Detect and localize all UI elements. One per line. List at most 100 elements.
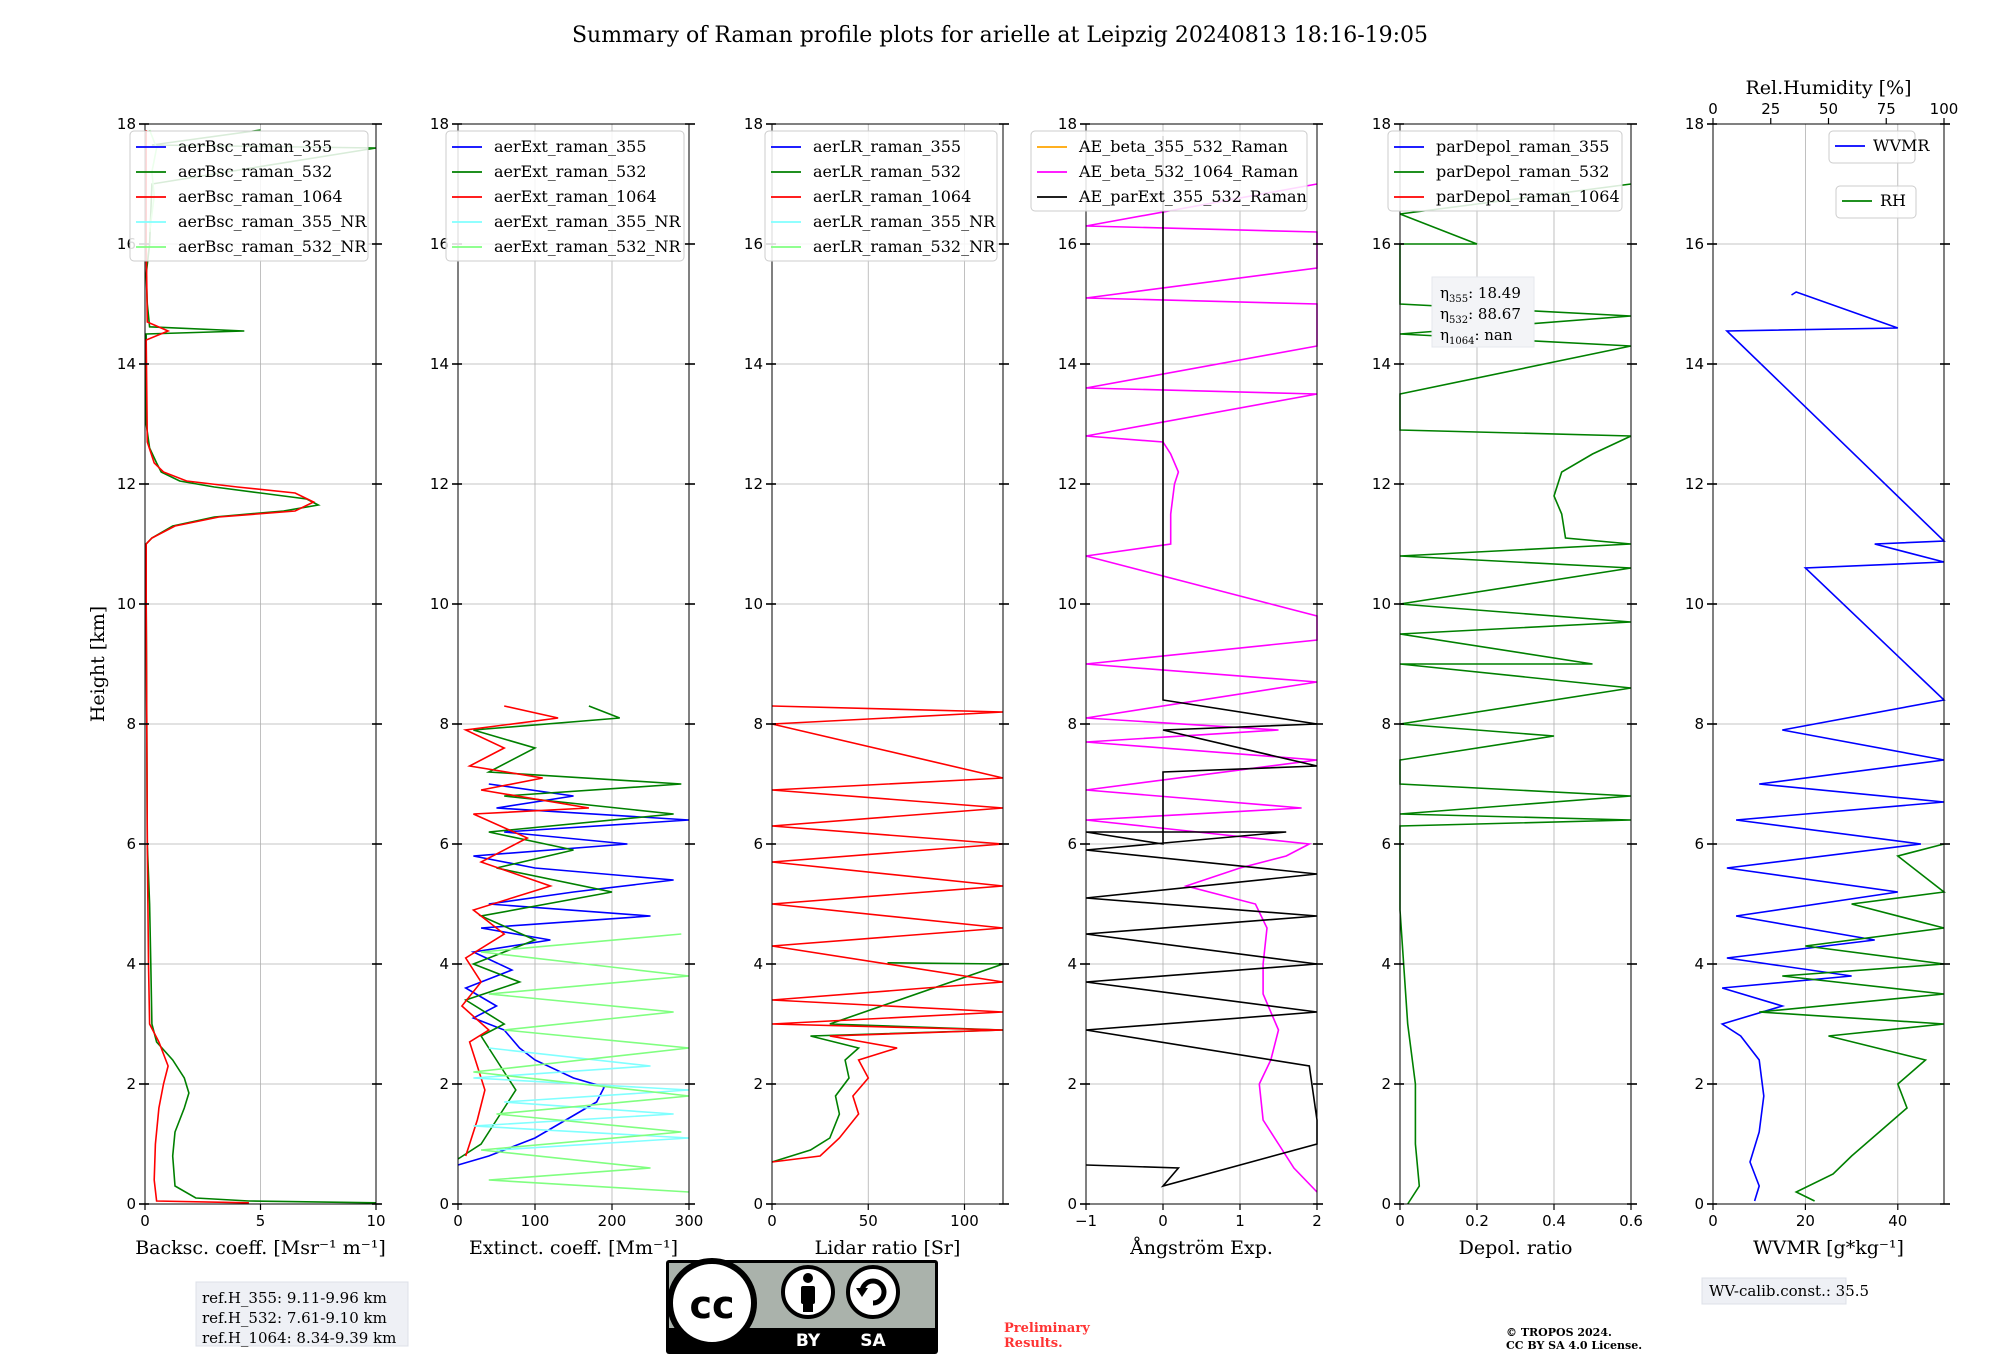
- y-tick-label: 14: [430, 355, 449, 373]
- copyright-line-1: © TROPOS 2024.: [1506, 1326, 1612, 1339]
- sa-label: SA: [860, 1331, 886, 1351]
- legend-box: [1030, 130, 1308, 212]
- y-tick-label: 10: [1685, 595, 1704, 613]
- series-group: [145, 129, 377, 1204]
- y-tick-label: 10: [117, 595, 136, 613]
- legend-entry: aerLR_raman_355: [813, 137, 961, 156]
- y-tick-label: 2: [439, 1075, 449, 1093]
- series-aerExt_raman_355_NR: [473, 1047, 690, 1151]
- y-tick-label: 8: [126, 715, 136, 733]
- y-axis-label: Height [km]: [87, 606, 109, 722]
- series-aerBsc_raman_1064: [145, 130, 316, 1204]
- x-tick-label: 0: [767, 1212, 777, 1230]
- x-tick-label: 0.4: [1542, 1212, 1566, 1230]
- x-top-tick-label: 0: [1708, 100, 1718, 118]
- x-tick-label: 100: [950, 1212, 979, 1230]
- grid: [144, 123, 377, 1205]
- x-tick-label: 0: [140, 1212, 150, 1230]
- y-tick-label: 4: [753, 955, 763, 973]
- y-tick-label: 4: [1694, 955, 1704, 973]
- legend-entry: aerLR_raman_532: [813, 162, 961, 181]
- y-tick-label: 8: [439, 715, 449, 733]
- x-tick-label: 5: [256, 1212, 266, 1230]
- x-top-tick-label: 75: [1877, 100, 1896, 118]
- x-tick-label: 10: [366, 1212, 385, 1230]
- y-tick-label: 16: [1685, 235, 1704, 253]
- x-tick-label: −1: [1075, 1212, 1097, 1230]
- y-tick-label: 4: [126, 955, 136, 973]
- y-tick-label: 8: [1067, 715, 1077, 733]
- x-tick-label: 200: [598, 1212, 627, 1230]
- y-tick-label: 6: [126, 835, 136, 853]
- eta-box: η355: 18.49 η532: 88.67 η1064: nan: [1431, 276, 1535, 348]
- y-tick-label: 16: [1372, 235, 1391, 253]
- legend-box: [1835, 185, 1917, 219]
- y-tick-label: 10: [1058, 595, 1077, 613]
- panel-2: 0 2 4 6 8 10 12 14 16 18 0 100 200 300 Extinct. coeff.…: [430, 115, 703, 1259]
- legend-entry: aerLR_raman_532_NR: [813, 237, 996, 256]
- y-tick-label: 14: [1685, 355, 1704, 373]
- legend-entry: aerLR_raman_355_NR: [813, 212, 996, 231]
- eta-1064: η1064: nan: [1440, 326, 1513, 347]
- y-tick-label: 12: [744, 475, 763, 493]
- legend-entry: RH: [1880, 191, 1906, 210]
- series-aerLR_raman_1064: [771, 705, 1004, 1163]
- legend-entry: parDepol_raman_1064: [1436, 187, 1620, 206]
- x-axis-label: Depol. ratio: [1459, 1237, 1573, 1259]
- legend-entry: AE_parExt_355_532_Raman: [1078, 187, 1307, 206]
- grid: [1085, 123, 1318, 1205]
- axes-frame: [457, 123, 690, 1205]
- x-tick-label: 20: [1796, 1212, 1815, 1230]
- series-aerExt_raman_532_NR: [473, 933, 690, 1193]
- legend-box: [445, 130, 685, 262]
- x-tick-label: 1: [1235, 1212, 1245, 1230]
- grid: [1712, 123, 1944, 1205]
- y-tick-label: 18: [1372, 115, 1391, 133]
- y-tick-label: 14: [117, 355, 136, 373]
- axes-frame: [771, 123, 1004, 1205]
- x-tick-label: 0: [1708, 1212, 1718, 1230]
- x-axis-label: Ångström Exp.: [1129, 1237, 1273, 1259]
- series-WVMR: [1720, 291, 1946, 1202]
- legend-entry: parDepol_raman_532: [1436, 162, 1609, 181]
- y-tick-label: 0: [126, 1195, 136, 1213]
- grid: [457, 123, 690, 1205]
- x-axis-label: Extinct. coeff. [Mm⁻¹]: [469, 1237, 678, 1259]
- y-tick-label: 10: [430, 595, 449, 613]
- legend: aerBsc_raman_355 aerBsc_raman_532 aerBsc_r…: [129, 130, 369, 262]
- series-aerLR_raman_532: [771, 962, 1004, 1163]
- x-axis-label: Lidar ratio [Sr]: [815, 1237, 961, 1259]
- y-tick-label: 0: [439, 1195, 449, 1213]
- y-tick-label: 0: [1694, 1195, 1704, 1213]
- series-group: [1085, 136, 1318, 1193]
- y-tick-label: 6: [439, 835, 449, 853]
- series-aerExt_raman_355: [457, 783, 690, 1166]
- y-tick-label: 12: [1372, 475, 1391, 493]
- y-tick-label: 16: [1058, 235, 1077, 253]
- x-tick-label: 50: [859, 1212, 878, 1230]
- y-tick-label: 12: [430, 475, 449, 493]
- series-AE_beta_532_1064_Raman: [1085, 183, 1318, 1193]
- y-tick-label: 6: [1381, 835, 1391, 853]
- x-top-tick-label: 25: [1761, 100, 1780, 118]
- copyright-line-2: CC BY SA 4.0 License.: [1506, 1339, 1642, 1352]
- y-tick-label: 16: [744, 235, 763, 253]
- y-tick-label: 12: [1058, 475, 1077, 493]
- series-aerExt_raman_1064: [460, 705, 590, 1157]
- series-group: [457, 705, 690, 1193]
- legend-entry: WVMR: [1873, 136, 1930, 155]
- legend-entry: aerExt_raman_355: [494, 137, 647, 156]
- y-tick-label: 10: [1372, 595, 1391, 613]
- y-tick-label: 12: [1685, 475, 1704, 493]
- y-tick-label: 10: [744, 595, 763, 613]
- legend: aerExt_raman_355 aerExt_raman_532 aerExt_r…: [445, 130, 685, 262]
- y-tick-label: 18: [1685, 115, 1704, 133]
- legend-entry: aerLR_raman_1064: [813, 187, 971, 206]
- y-tick-label: 6: [1694, 835, 1704, 853]
- legend-entry: AE_beta_532_1064_Raman: [1078, 162, 1298, 181]
- by-label: BY: [796, 1331, 821, 1351]
- y-tick-label: 14: [744, 355, 763, 373]
- legend: parDepol_raman_355 parDepol_raman_532 parD…: [1387, 130, 1623, 212]
- ref-h-532: ref.H_532: 7.61-9.10 km: [202, 1309, 387, 1327]
